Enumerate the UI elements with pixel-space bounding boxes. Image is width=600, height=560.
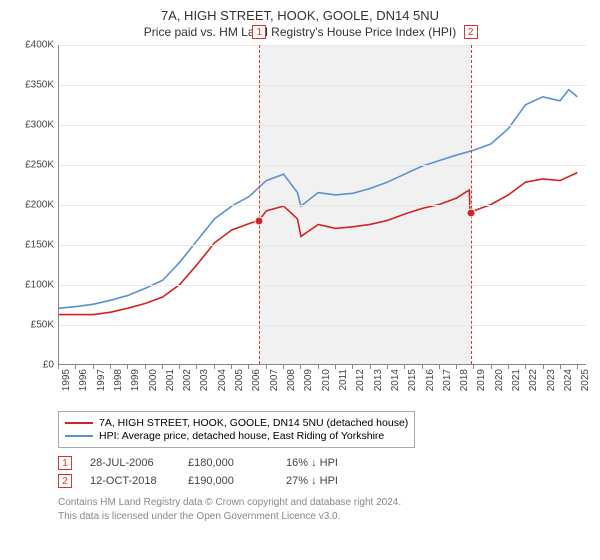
sale-delta: 16% ↓ HPI [286,457,366,469]
x-tick-label: 1995 [61,369,72,391]
chart-container: 7A, HIGH STREET, HOOK, GOOLE, DN14 5NU P… [0,0,600,560]
y-tick-label: £300K [25,120,54,131]
legend-swatch [65,422,93,424]
sale-date: 28-JUL-2006 [90,457,170,469]
x-tick-label: 2009 [303,369,314,391]
x-tick-label: 2005 [234,369,245,391]
sale-id-badge: 1 [58,456,72,470]
x-tick-label: 2006 [251,369,262,391]
x-tick-label: 1996 [78,369,89,391]
x-tick-label: 2019 [476,369,487,391]
x-tick-label: 2010 [321,369,332,391]
x-tick-label: 2007 [269,369,280,391]
y-tick-label: £200K [25,200,54,211]
legend-label: 7A, HIGH STREET, HOOK, GOOLE, DN14 5NU (… [99,417,408,429]
x-tick-label: 2002 [182,369,193,391]
sale-dot [466,209,475,218]
y-tick-label: £150K [25,240,54,251]
x-tick-label: 1997 [96,369,107,391]
footer-line-2: This data is licensed under the Open Gov… [58,510,586,524]
chart-subtitle: Price paid vs. HM Land Registry's House … [14,25,586,39]
x-tick-label: 2018 [459,369,470,391]
legend-item: HPI: Average price, detached house, East… [65,430,408,442]
sale-marker-line [259,45,260,364]
legend-swatch [65,435,93,437]
x-tick-label: 2004 [217,369,228,391]
x-tick-label: 2014 [390,369,401,391]
x-tick-label: 1999 [130,369,141,391]
x-tick-label: 2013 [373,369,384,391]
sale-marker-badge: 1 [252,25,266,39]
x-tick-label: 2020 [494,369,505,391]
x-tick-label: 2003 [199,369,210,391]
y-tick-label: £250K [25,160,54,171]
y-tick-label: £50K [31,320,54,331]
x-tick-label: 1998 [113,369,124,391]
series-line-property [59,173,577,315]
x-tick-label: 2012 [355,369,366,391]
sale-price: £180,000 [188,457,268,469]
y-tick-label: £350K [25,80,54,91]
plot-area: 12 [58,45,586,365]
sale-id-badge: 2 [58,474,72,488]
x-tick-label: 2021 [511,369,522,391]
x-tick-label: 2017 [442,369,453,391]
y-tick-label: £0 [43,360,54,371]
sale-delta: 27% ↓ HPI [286,475,366,487]
x-tick-label: 2023 [546,369,557,391]
x-tick-label: 2000 [148,369,159,391]
x-tick-label: 2011 [338,369,349,391]
footer-attribution: Contains HM Land Registry data © Crown c… [58,496,586,523]
x-axis: 1995 1996 1997 1998 1999 2000 2001 2002 2003 2004… [58,365,586,405]
footer-line-1: Contains HM Land Registry data © Crown c… [58,496,586,510]
sale-dot [255,217,264,226]
sale-marker-line [471,45,472,364]
sales-table: 1 28-JUL-2006 £180,000 16% ↓ HPI 2 12-OCT-201… [58,456,586,488]
sale-date: 12-OCT-2018 [90,475,170,487]
sale-row: 1 28-JUL-2006 £180,000 16% ↓ HPI [58,456,586,470]
y-axis: £0£50K£100K£150K£200K£250K£300K£350K£400… [14,45,58,365]
legend-item: 7A, HIGH STREET, HOOK, GOOLE, DN14 5NU (… [65,417,408,429]
x-tick-label: 2025 [580,369,591,391]
sale-marker-badge: 2 [464,25,478,39]
legend-label: HPI: Average price, detached house, East… [99,430,384,442]
legend: 7A, HIGH STREET, HOOK, GOOLE, DN14 5NU (… [58,411,415,448]
y-tick-label: £400K [25,40,54,51]
x-tick-label: 2015 [407,369,418,391]
sale-price: £190,000 [188,475,268,487]
x-tick-label: 2024 [563,369,574,391]
y-tick-label: £100K [25,280,54,291]
x-tick-label: 2022 [528,369,539,391]
x-tick-label: 2016 [425,369,436,391]
chart-area: £0£50K£100K£150K£200K£250K£300K£350K£400… [14,45,586,405]
x-tick-label: 2001 [165,369,176,391]
x-tick-label: 2008 [286,369,297,391]
chart-title-address: 7A, HIGH STREET, HOOK, GOOLE, DN14 5NU [14,8,586,23]
title-block: 7A, HIGH STREET, HOOK, GOOLE, DN14 5NU P… [14,8,586,39]
sale-row: 2 12-OCT-2018 £190,000 27% ↓ HPI [58,474,586,488]
